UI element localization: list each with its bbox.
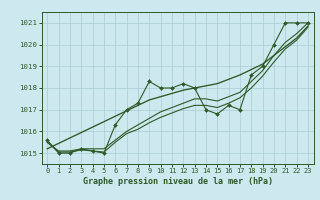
X-axis label: Graphe pression niveau de la mer (hPa): Graphe pression niveau de la mer (hPa) — [83, 177, 273, 186]
